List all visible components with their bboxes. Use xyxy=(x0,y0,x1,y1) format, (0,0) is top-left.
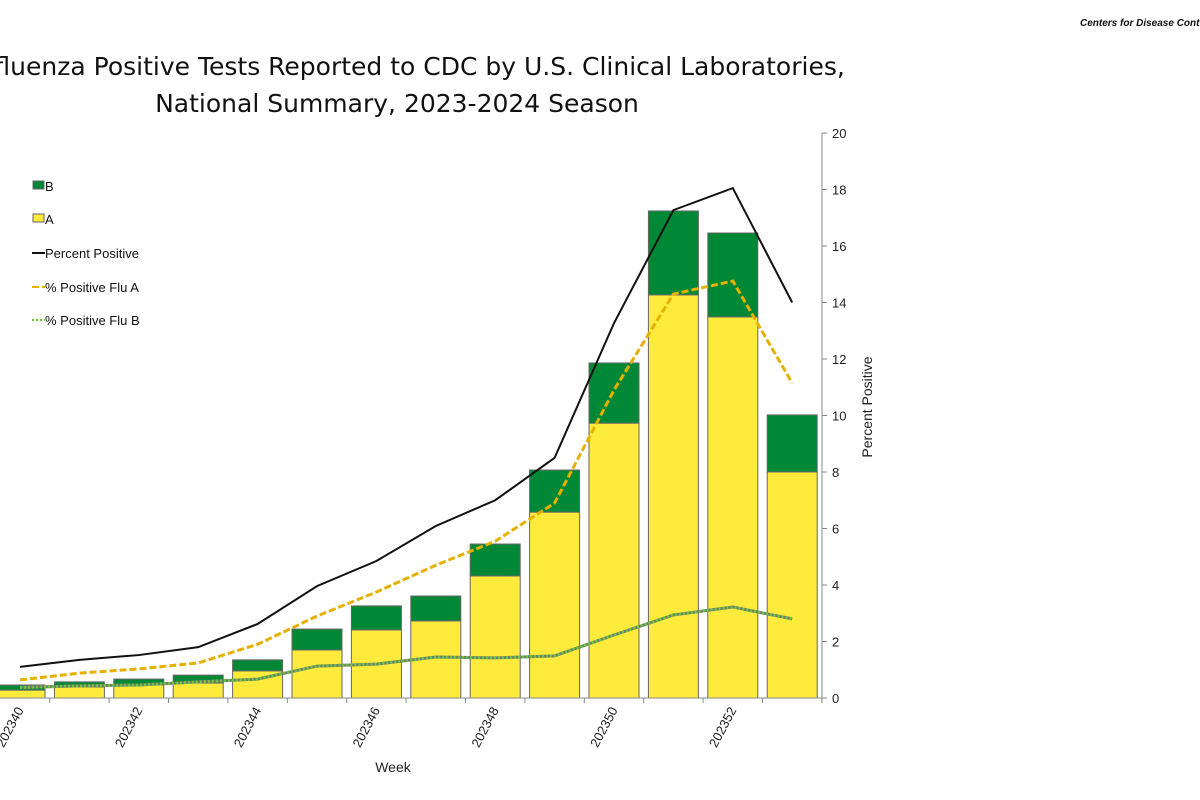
y2-tick-label: 20 xyxy=(832,126,846,141)
legend-label: A xyxy=(45,212,54,227)
y2-axis-label: Percent Positive xyxy=(859,356,875,457)
bar-a-202350 xyxy=(588,422,640,699)
y2-tick-label: 8 xyxy=(832,465,839,480)
line-percent-positive xyxy=(19,186,794,668)
y2-tick-label: 18 xyxy=(832,183,846,198)
x-tick-label: 202340 xyxy=(0,704,27,749)
x-tick-label: 202344 xyxy=(231,704,265,749)
legend-label: Percent Positive xyxy=(45,246,139,261)
bar-a-202353 xyxy=(766,471,818,699)
y2-tick-label: 6 xyxy=(832,522,839,537)
x-tick-label: 202348 xyxy=(468,704,502,749)
x-tick-label: 202346 xyxy=(349,704,383,749)
bar-b-202353 xyxy=(766,414,818,473)
chart-title: Influenza Positive Tests Reported to CDC… xyxy=(0,52,845,81)
y2-tick-label: 16 xyxy=(832,239,846,254)
x-tick-label: 202350 xyxy=(587,704,621,749)
line--positive-flu-b xyxy=(19,605,793,690)
x-axis-label: Week xyxy=(375,759,412,775)
organization-label: Centers for Disease Control and Preventi… xyxy=(1080,18,1200,29)
legend-label: B xyxy=(45,179,54,194)
bar-b-202345 xyxy=(291,628,343,651)
x-tick-label: 202352 xyxy=(706,704,740,749)
legend: B A Percent Positive % Positive Flu A % Posi… xyxy=(32,179,140,328)
bar-b-202344 xyxy=(232,659,284,672)
legend-swatch-A xyxy=(32,213,45,223)
bar-b-202349 xyxy=(529,469,581,513)
legend-swatch-B xyxy=(32,180,45,190)
bar-b-202346 xyxy=(350,605,402,631)
y2-tick-label: 14 xyxy=(832,296,846,311)
legend-label: % Positive Flu B xyxy=(45,313,140,328)
legend-label: % Positive Flu A xyxy=(45,280,139,295)
bar-b-202352 xyxy=(707,232,759,318)
y2-tick-label: 10 xyxy=(832,409,846,424)
bar-a-202351 xyxy=(647,294,699,699)
bar-b-202351 xyxy=(647,210,699,296)
lines xyxy=(19,186,794,690)
y2-tick-label: 0 xyxy=(832,691,839,706)
line--positive-flu-a xyxy=(19,279,794,682)
bar-a-202340 xyxy=(0,689,46,699)
y2-tick-label: 12 xyxy=(832,352,846,367)
bar-a-202348 xyxy=(469,575,521,699)
bar-a-202345 xyxy=(291,649,343,699)
bar-a-202342 xyxy=(113,684,165,699)
bar-b-202347 xyxy=(410,595,462,622)
x-tick-label: 202342 xyxy=(112,704,146,749)
bar-a-202341 xyxy=(53,686,105,699)
bar-a-202352 xyxy=(707,316,759,699)
bar-a-202343 xyxy=(172,682,224,699)
y2-tick-label: 2 xyxy=(832,635,839,650)
chart-subtitle: National Summary, 2023-2024 Season xyxy=(155,89,639,118)
y2-tick-label: 4 xyxy=(832,578,839,593)
bar-a-202349 xyxy=(529,511,581,699)
